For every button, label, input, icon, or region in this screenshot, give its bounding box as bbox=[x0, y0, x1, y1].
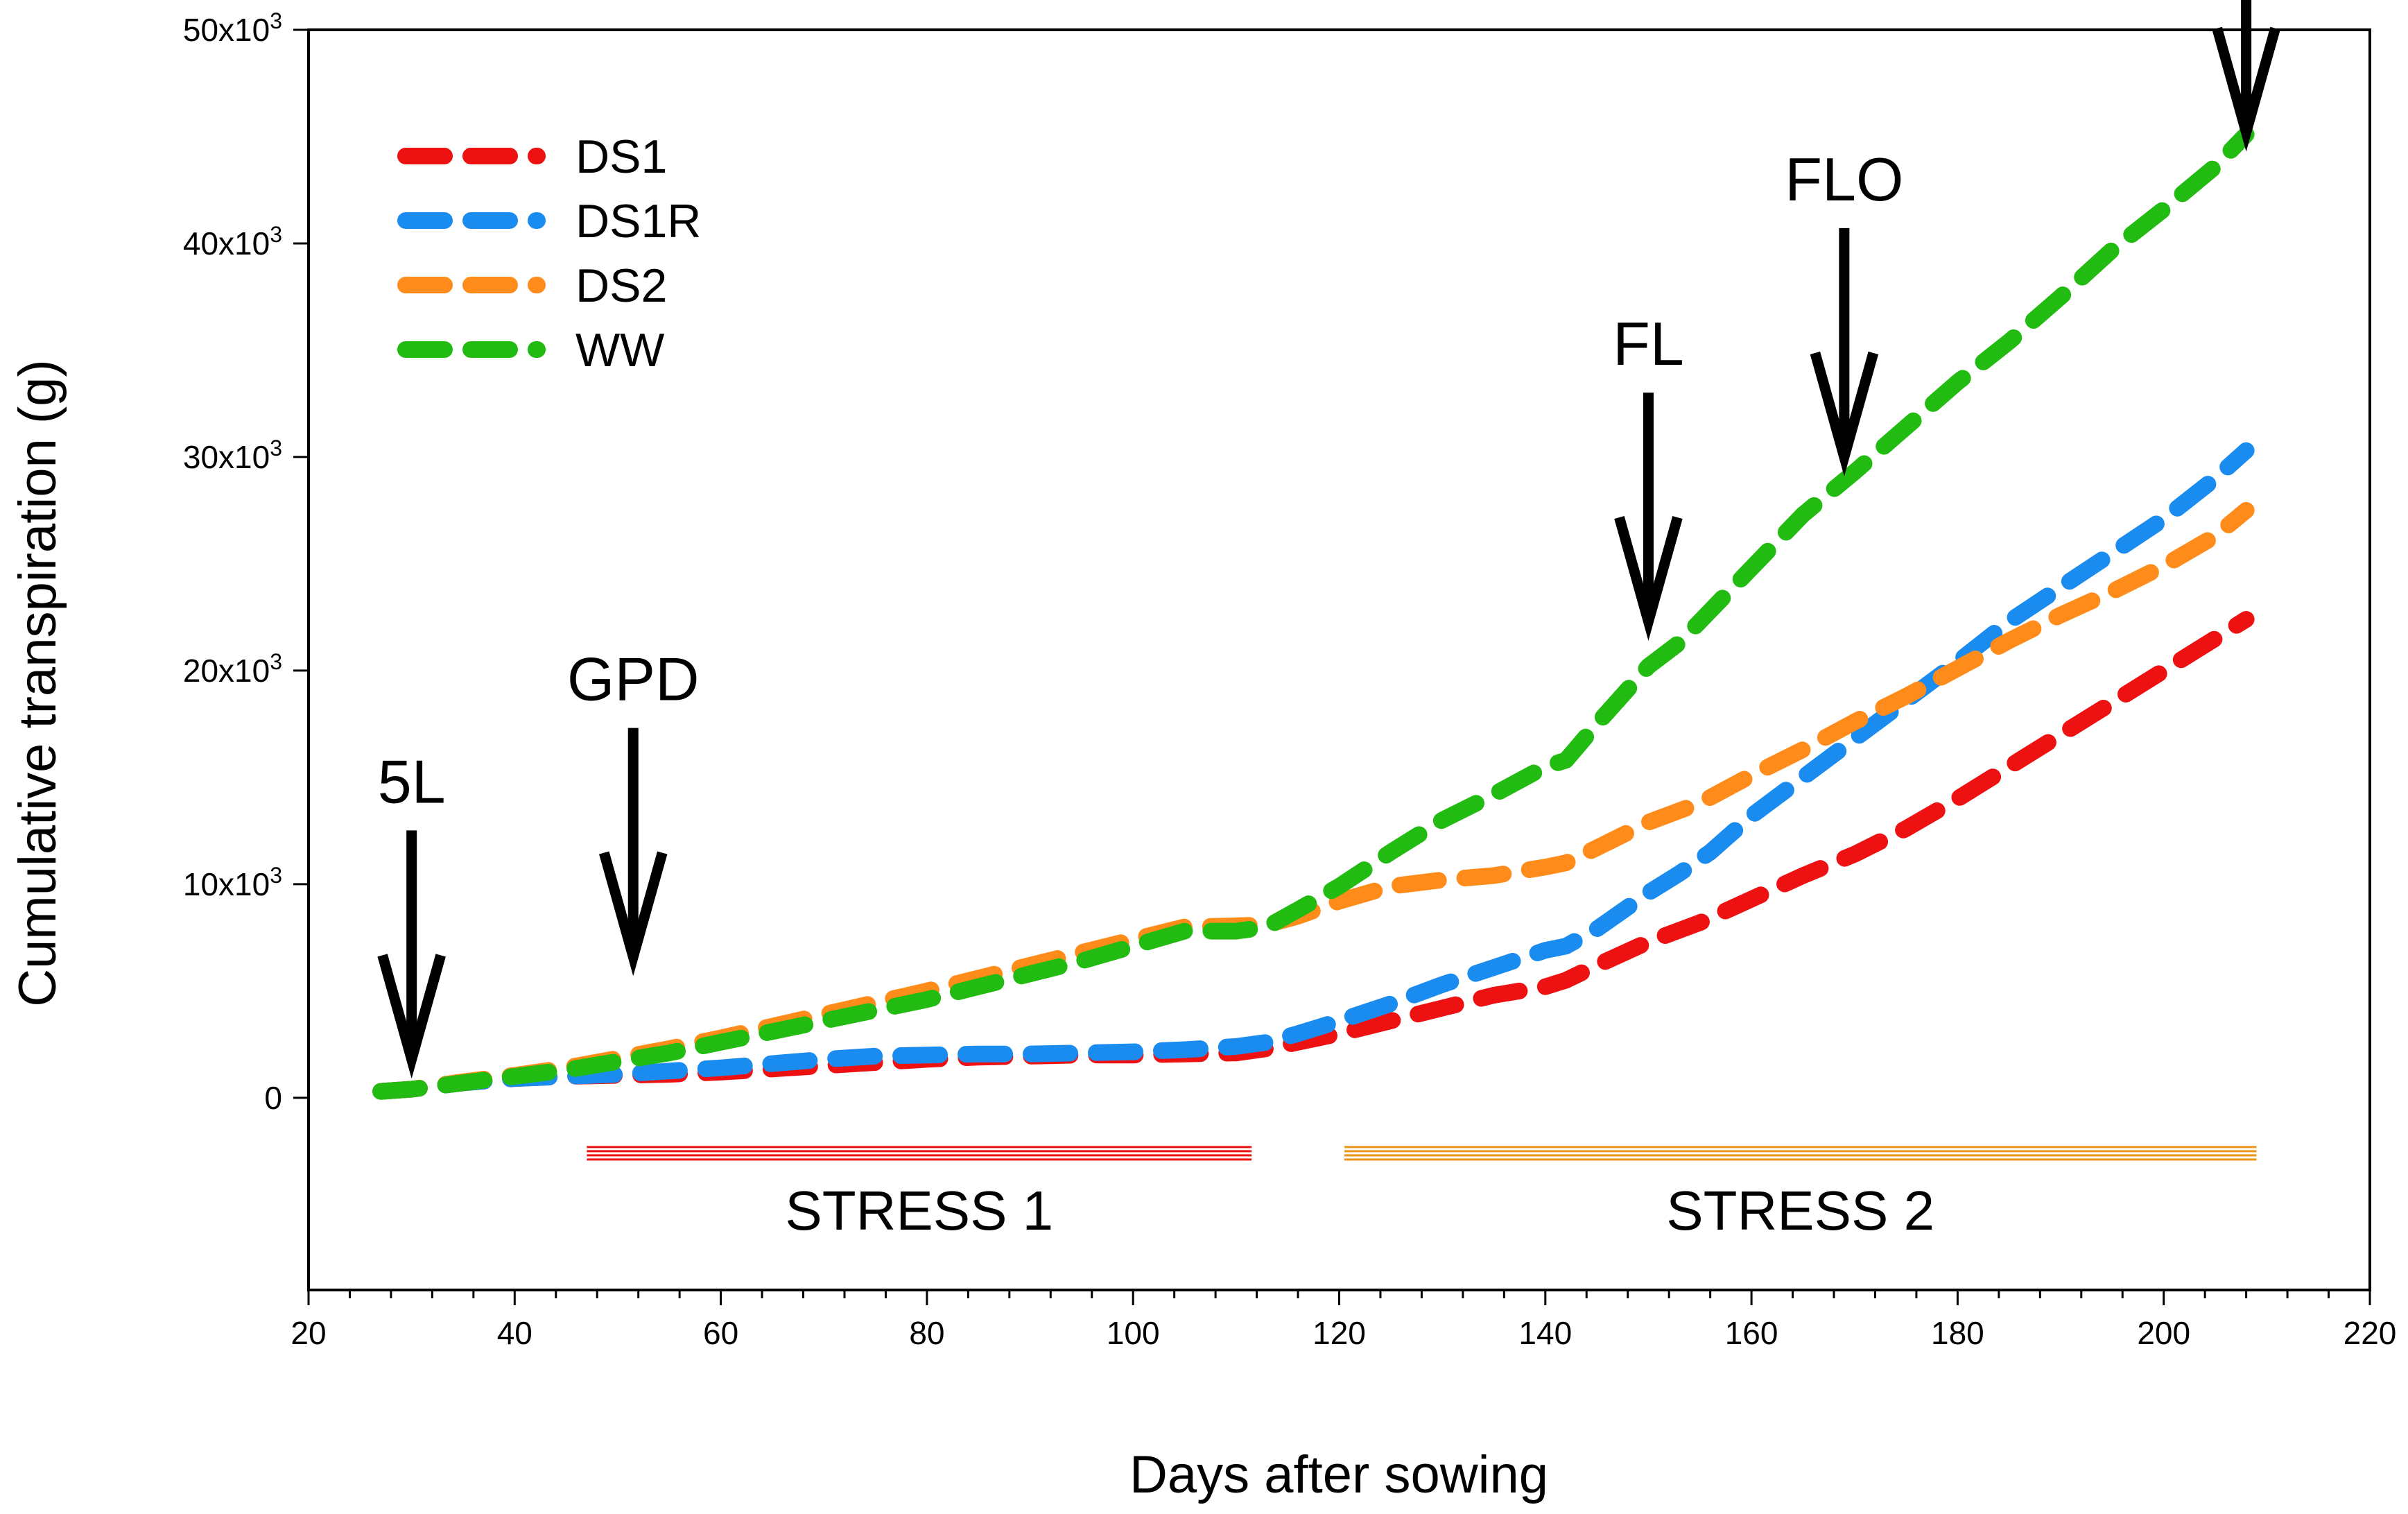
x-axis-title: Days after sowing bbox=[1129, 1445, 1548, 1504]
y-tick-label-base: 0 bbox=[264, 1080, 282, 1116]
legend: DS1 DS1R DS2 WW bbox=[397, 130, 701, 377]
x-tick-label: 80 bbox=[909, 1315, 944, 1351]
x-tick-label: 180 bbox=[1931, 1315, 1984, 1351]
y-tick-label-base: 50x10 bbox=[183, 12, 270, 48]
y-tick-label: 50x103 bbox=[183, 8, 282, 48]
stress-bar-1: STRESS 1 bbox=[587, 1146, 1252, 1241]
y-tick-label-exponent: 3 bbox=[270, 8, 282, 33]
annotation-5l: 5L bbox=[377, 747, 446, 1079]
arrow-head bbox=[1810, 351, 1879, 476]
stress-bar-2: STRESS 2 bbox=[1344, 1146, 2257, 1241]
y-tick-label: 20x103 bbox=[183, 649, 282, 689]
legend-item-ds2: DS2 bbox=[397, 259, 667, 312]
legend-label-ds2: DS2 bbox=[575, 259, 667, 312]
annotation-label-flo: FLO bbox=[1785, 145, 1903, 214]
arrow-head bbox=[377, 954, 446, 1079]
y-tick-label-base: 10x10 bbox=[183, 866, 270, 902]
legend-label-ds1: DS1 bbox=[575, 130, 667, 183]
series-line-ww bbox=[372, 126, 2255, 1100]
x-tick-label: 20 bbox=[291, 1315, 326, 1351]
annotation-fl: FL bbox=[1613, 309, 1684, 641]
x-tick-label: 220 bbox=[2344, 1315, 2397, 1351]
stress-layer: STRESS 1 STRESS 2 bbox=[587, 1146, 2257, 1241]
legend-item-ds1r: DS1R bbox=[397, 195, 701, 248]
x-tick-label: 40 bbox=[497, 1315, 532, 1351]
legend-item-ww: WW bbox=[397, 324, 664, 377]
axes-layer: 20 40 60 80 100 120 140 160 180 200 220010x10320x1… bbox=[183, 8, 2397, 1351]
stress-label-1: STRESS 1 bbox=[785, 1180, 1053, 1241]
annotation-label-5l: 5L bbox=[378, 747, 446, 816]
series-layer bbox=[372, 126, 2255, 1100]
y-axis-title: Cumulative transpiration (g) bbox=[8, 359, 67, 1007]
x-tick-label: 100 bbox=[1107, 1315, 1160, 1351]
x-tick-label: 160 bbox=[1725, 1315, 1778, 1351]
x-tick-label: 60 bbox=[703, 1315, 738, 1351]
x-tick-label: 200 bbox=[2137, 1315, 2190, 1351]
y-tick-label-base: 40x10 bbox=[183, 225, 270, 261]
y-tick-label: 10x103 bbox=[183, 863, 282, 902]
annotation-gpd: GPD bbox=[567, 645, 700, 977]
annotation-flo: FLO bbox=[1785, 145, 1903, 476]
y-tick-label-exponent: 3 bbox=[270, 863, 282, 888]
arrow-head bbox=[1614, 516, 1683, 641]
arrow-head bbox=[2212, 26, 2280, 152]
y-tick-label-base: 30x10 bbox=[183, 439, 270, 475]
annotation-layer: 5L GPD FL FLO MAT bbox=[377, 0, 2280, 1079]
annotation-mat: MAT bbox=[2212, 0, 2280, 152]
arrow-head bbox=[599, 851, 668, 977]
y-tick-label: 40x103 bbox=[183, 222, 282, 261]
annotation-label-gpd: GPD bbox=[567, 645, 700, 714]
x-tick-label: 140 bbox=[1518, 1315, 1572, 1351]
y-tick-label: 30x103 bbox=[183, 436, 282, 475]
legend-label-ds1r: DS1R bbox=[575, 195, 701, 248]
legend-label-ww: WW bbox=[575, 324, 664, 377]
legend-item-ds1: DS1 bbox=[397, 130, 667, 183]
y-tick-label-exponent: 3 bbox=[270, 436, 282, 461]
series-line-ds1 bbox=[372, 611, 2255, 1100]
x-tick-label: 120 bbox=[1313, 1315, 1366, 1351]
series-line-ds2 bbox=[372, 501, 2255, 1100]
stress-label-2: STRESS 2 bbox=[1666, 1180, 1934, 1241]
annotation-label-fl: FL bbox=[1613, 309, 1684, 378]
y-tick-label-exponent: 3 bbox=[270, 649, 282, 674]
y-tick-label: 0 bbox=[264, 1080, 282, 1116]
y-tick-label-base: 20x10 bbox=[183, 653, 270, 689]
y-tick-label-exponent: 3 bbox=[270, 222, 282, 247]
